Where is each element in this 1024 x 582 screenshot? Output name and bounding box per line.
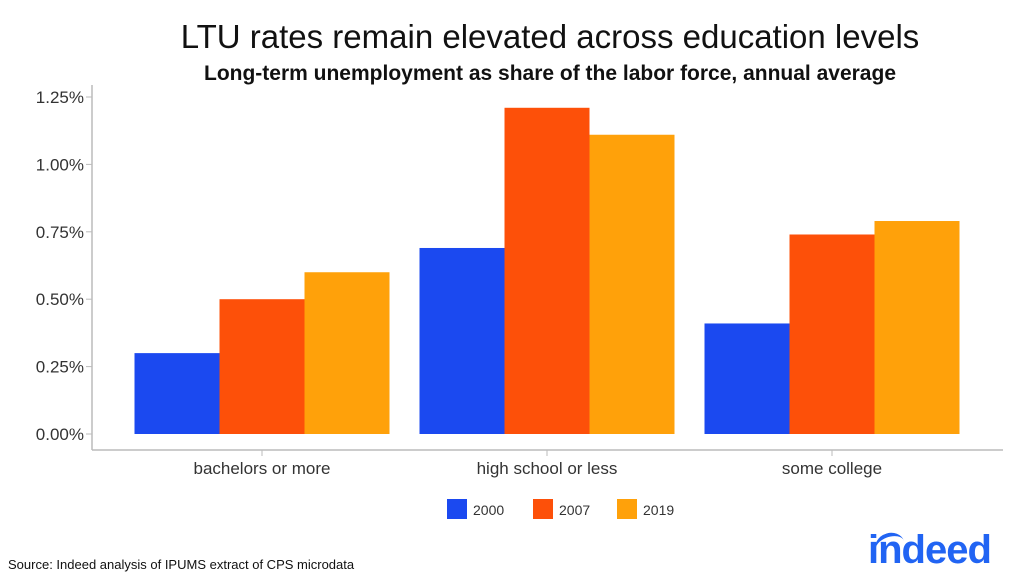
bar-2007 [789,234,875,434]
legend-label: 2000 [473,502,504,518]
x-tick-label: bachelors or more [193,459,330,478]
y-tick-label: 0.00% [36,425,84,444]
y-tick-label: 0.25% [36,358,84,377]
bar-2019 [589,134,675,434]
legend-swatch-2007 [533,499,553,519]
x-tick-label: some college [782,459,882,478]
y-tick-label: 1.25% [36,88,84,107]
bar-2007 [219,299,305,434]
legend-swatch-2000 [447,499,467,519]
y-tick-label: 0.50% [36,290,84,309]
legend-label: 2007 [559,502,590,518]
bar-2000 [419,247,505,434]
source-note: Source: Indeed analysis of IPUMS extract… [8,557,355,572]
chart-subtitle: Long-term unemployment as share of the l… [204,62,896,85]
indeed-logo: indeed [868,528,992,572]
y-tick-label: 0.75% [36,223,84,242]
bar-2019 [874,221,960,434]
y-tick-label: 1.00% [36,155,84,174]
bar-2000 [134,353,220,434]
legend-label: 2019 [643,502,674,518]
bar-2019 [304,272,390,434]
x-tick-label: high school or less [477,459,618,478]
bar-2000 [704,323,790,434]
chart-title: LTU rates remain elevated across educati… [180,18,920,55]
legend-swatch-2019 [617,499,637,519]
bar-2007 [504,107,590,434]
